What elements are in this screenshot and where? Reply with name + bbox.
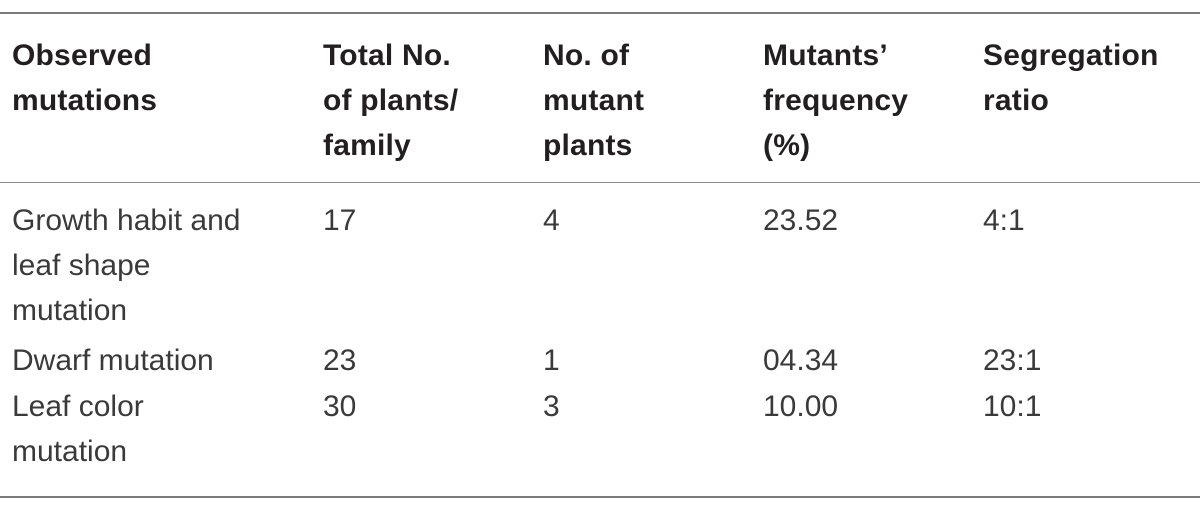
cell-frequency: 04.34	[763, 344, 839, 377]
header-mutant-plants: No. of mutant plants	[543, 39, 645, 162]
header-observed-mutations: Observed mutations	[12, 39, 158, 117]
header-total-plants: Total No. of plants/ family	[323, 39, 459, 162]
table-header-row: Observed mutations Total No. of plants/ …	[0, 14, 1200, 182]
table-top-rule	[0, 12, 1200, 14]
table-row: Leaf color mutation 30 3 10.00 10:1	[0, 384, 1200, 496]
cell-frequency: 10.00	[763, 390, 839, 423]
cell-segregation: 23:1	[983, 344, 1042, 377]
header-mutant-frequency: Mutants’ frequency (%)	[763, 39, 909, 162]
mutation-table: Observed mutations Total No. of plants/ …	[0, 12, 1200, 498]
cell-mutant-plants: 1	[543, 344, 560, 377]
cell-total-plants: 30	[323, 390, 357, 423]
cell-frequency: 23.52	[763, 204, 839, 237]
cell-mutation: Growth habit and leaf shape mutation	[12, 204, 241, 327]
cell-segregation: 10:1	[983, 390, 1042, 423]
cell-total-plants: 17	[323, 204, 357, 237]
table-header-rule	[0, 182, 1200, 183]
cell-mutation: Dwarf mutation	[12, 344, 214, 377]
header-segregation-ratio: Segregation ratio	[983, 39, 1159, 117]
table-bottom-rule	[0, 496, 1200, 498]
cell-mutant-plants: 3	[543, 390, 560, 423]
table-row: Dwarf mutation 23 1 04.34 23:1	[0, 337, 1200, 384]
cell-total-plants: 23	[323, 344, 357, 377]
cell-segregation: 4:1	[983, 204, 1025, 237]
cell-mutant-plants: 4	[543, 204, 560, 237]
cell-mutation: Leaf color mutation	[12, 390, 144, 468]
table-row: Growth habit and leaf shape mutation 17 …	[0, 183, 1200, 337]
